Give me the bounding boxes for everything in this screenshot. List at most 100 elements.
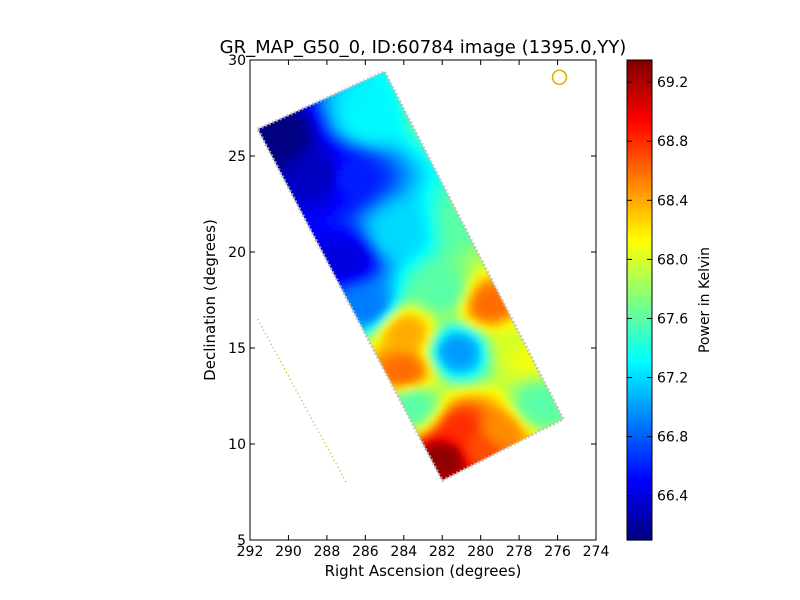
- heatmap-cell: [401, 165, 408, 172]
- heatmap-cell: [496, 350, 503, 357]
- heatmap-cell: [376, 185, 383, 192]
- heatmap-cell: [451, 260, 458, 267]
- heatmap-cell: [436, 235, 443, 242]
- heatmap-cell: [386, 135, 393, 142]
- heatmap-cell: [521, 405, 528, 412]
- heatmap-cell: [416, 395, 423, 402]
- heatmap-cell: [441, 350, 448, 357]
- heatmap-cell: [356, 310, 363, 317]
- heatmap-cell: [396, 255, 403, 262]
- heatmap-cell: [461, 265, 468, 272]
- heatmap-cell: [451, 220, 458, 227]
- heatmap-cell: [401, 275, 408, 282]
- heatmap-cell: [471, 275, 478, 282]
- heatmap-cell: [401, 235, 408, 242]
- heatmap-cell: [406, 260, 413, 267]
- heatmap-cell: [516, 390, 523, 397]
- heatmap-cell: [351, 305, 358, 312]
- heatmap-cell: [356, 215, 363, 222]
- heatmap-cell: [331, 175, 338, 182]
- heatmap-cell: [296, 125, 303, 132]
- heatmap-cell: [441, 345, 448, 352]
- heatmap-cell: [521, 430, 528, 437]
- heatmap-cell: [346, 210, 353, 217]
- heatmap-cell: [421, 260, 428, 267]
- heatmap-cell: [281, 165, 288, 172]
- heatmap-cell: [521, 370, 528, 377]
- heatmap-cell: [456, 265, 463, 272]
- heatmap-cell: [361, 115, 368, 122]
- heatmap-cell: [316, 185, 323, 192]
- heatmap-cell: [381, 165, 388, 172]
- heatmap-cell: [406, 135, 413, 142]
- heatmap-cell: [371, 305, 378, 312]
- heatmap-cell: [531, 430, 538, 437]
- heatmap-cell: [446, 275, 453, 282]
- heatmap-cell: [391, 225, 398, 232]
- heatmap-cell: [401, 225, 408, 232]
- heatmap-cell: [341, 150, 348, 157]
- heatmap-cell: [446, 290, 453, 297]
- heatmap-cell: [376, 195, 383, 202]
- heatmap-cell: [271, 150, 278, 157]
- heatmap-cell: [331, 165, 338, 172]
- heatmap-cell: [416, 375, 423, 382]
- heatmap-cell: [411, 335, 418, 342]
- heatmap-cell: [401, 320, 408, 327]
- heatmap-cell: [366, 145, 373, 152]
- heatmap-cell: [436, 425, 443, 432]
- heatmap-cell: [361, 185, 368, 192]
- heatmap-cell: [441, 245, 448, 252]
- heatmap-cell: [441, 305, 448, 312]
- heatmap-cell: [421, 340, 428, 347]
- heatmap-cell: [401, 240, 408, 247]
- heatmap-cell: [501, 330, 508, 337]
- heatmap-cell: [471, 395, 478, 402]
- heatmap-cell: [411, 355, 418, 362]
- heatmap-cell: [286, 135, 293, 142]
- heatmap-cell: [471, 385, 478, 392]
- heatmap-cell: [396, 270, 403, 277]
- heatmap-cell: [356, 105, 363, 112]
- heatmap-cell: [286, 180, 293, 187]
- heatmap-cell: [406, 280, 413, 287]
- heatmap-cell: [461, 460, 468, 467]
- heatmap-cell: [341, 215, 348, 222]
- heatmap-cell: [426, 165, 433, 172]
- heatmap-cell: [341, 210, 348, 217]
- heatmap-cell: [341, 185, 348, 192]
- heatmap-cell: [471, 310, 478, 317]
- heatmap-cell: [336, 140, 343, 147]
- heatmap-cell: [316, 110, 323, 117]
- heatmap-cell: [396, 225, 403, 232]
- heatmap-cell: [446, 310, 453, 317]
- heatmap-cell: [406, 385, 413, 392]
- heatmap-cell: [426, 245, 433, 252]
- heatmap-cell: [376, 85, 383, 92]
- heatmap-cell: [376, 200, 383, 207]
- heatmap-cell: [271, 135, 278, 142]
- heatmap-cell: [361, 325, 368, 332]
- heatmap-cell: [381, 290, 388, 297]
- heatmap-cell: [426, 240, 433, 247]
- heatmap-cell: [511, 395, 518, 402]
- heatmap-cell: [441, 355, 448, 362]
- heatmap-cell: [451, 460, 458, 467]
- heatmap-cell: [416, 250, 423, 257]
- heatmap-cell: [316, 100, 323, 107]
- heatmap-cell: [476, 355, 483, 362]
- heatmap-cell: [466, 365, 473, 372]
- heatmap-cell: [456, 325, 463, 332]
- heatmap-cell: [381, 340, 388, 347]
- heatmap-cell: [346, 240, 353, 247]
- heatmap-cell: [481, 305, 488, 312]
- heatmap-cell: [366, 240, 373, 247]
- heatmap-cell: [381, 90, 388, 97]
- heatmap-cell: [416, 420, 423, 427]
- heatmap-cell: [426, 260, 433, 267]
- heatmap-cell: [321, 120, 328, 127]
- heatmap-cell: [416, 295, 423, 302]
- heatmap-cell: [516, 415, 523, 422]
- heatmap-cell: [436, 260, 443, 267]
- heatmap-cell: [426, 225, 433, 232]
